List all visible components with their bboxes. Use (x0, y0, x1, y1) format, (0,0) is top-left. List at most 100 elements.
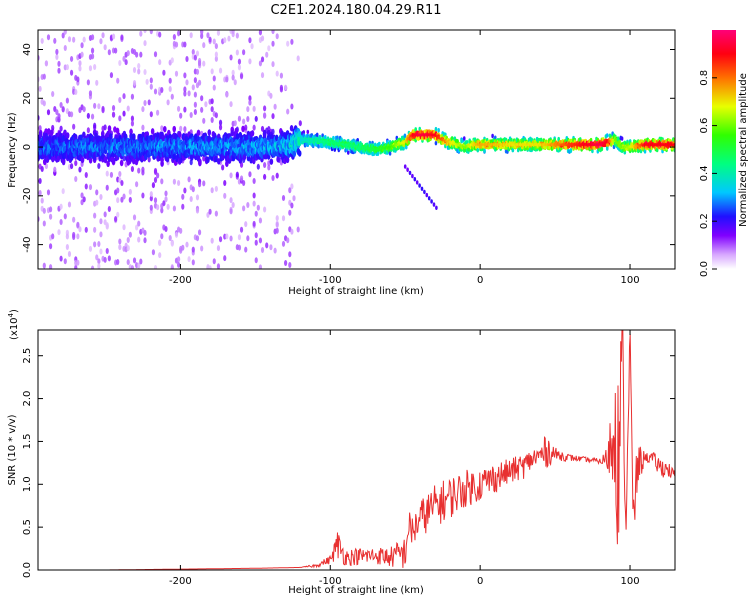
spectrogram-cell (115, 127, 120, 135)
spectrogram-cell (79, 134, 83, 141)
spectrogram-cell (284, 260, 288, 267)
spectrogram-cell (158, 59, 162, 66)
spectrogram-cell (106, 160, 110, 168)
spectrogram-x-ticks: -200 -100 0 100 (169, 30, 640, 286)
spectrogram-cell (99, 231, 103, 238)
spectrogram-cell (107, 49, 111, 56)
spectrogram-cell (402, 146, 405, 151)
spectrogram-cell (462, 136, 466, 141)
spectrogram-cell (218, 67, 223, 74)
spectrogram-cell (207, 129, 212, 136)
spectrogram-cell (193, 108, 197, 115)
spectrogram-cell (74, 89, 78, 96)
spectrogram-cell (239, 73, 244, 80)
spectrogram-cell (290, 103, 294, 110)
spectrogram-cell (48, 206, 53, 213)
x-tick-label: -200 (169, 576, 192, 587)
spectrogram-cell (72, 231, 76, 238)
spectrogram-cell (212, 258, 216, 265)
spectrogram-cell (202, 155, 206, 162)
spectrogram-cell (78, 60, 82, 67)
spectrogram-cell (145, 78, 149, 85)
spectrogram-cell (156, 109, 160, 116)
spectrogram-cell (153, 197, 158, 204)
spectrogram-cell (105, 247, 109, 254)
spectrogram-cell (264, 137, 268, 145)
spectrogram-cell (141, 131, 146, 139)
spectrogram-cell (191, 186, 195, 193)
spectrogram-cell (210, 106, 214, 113)
spectrogram-cell (126, 237, 130, 244)
spectrogram-cell (191, 259, 195, 266)
spectrogram-cell (187, 176, 191, 183)
spectrogram-cell (172, 205, 176, 212)
spectrogram-cell (288, 251, 292, 258)
spectrogram-cell (149, 111, 153, 118)
spectrogram-cell (103, 156, 108, 163)
spectrogram-cell (56, 155, 61, 163)
spectrogram-cell (55, 48, 59, 55)
spectrogram-cell (600, 146, 604, 152)
spectrogram-cell (242, 49, 246, 56)
spectrogram-cell (44, 128, 48, 135)
spectrogram-cell (237, 64, 242, 71)
spectrogram-cell (244, 246, 248, 253)
spectrogram-cell (246, 235, 250, 242)
spectrogram-cell (120, 34, 124, 41)
spectrogram-cell (90, 53, 95, 60)
spectrogram-cell (120, 196, 124, 203)
y-tick-label: 40 (22, 43, 33, 56)
spectrogram-cell (99, 38, 103, 45)
spectrogram-cell (292, 150, 297, 158)
spectrogram-cell (80, 42, 84, 49)
spectrogram-cell (111, 157, 116, 164)
spectrogram-cell (90, 34, 95, 41)
y-tick-label: -20 (22, 188, 33, 204)
spectrogram-cell (106, 130, 110, 138)
spectrogram-cell (275, 172, 279, 179)
spectrogram-cell (153, 51, 158, 58)
spectrogram-cell (408, 170, 412, 176)
spectrogram-cell (235, 171, 239, 178)
spectrogram-cell (493, 135, 497, 140)
spectrogram-cell (122, 93, 126, 100)
spectrogram-cell (42, 207, 46, 214)
colorbar-label: Normalized spectral amplitude (738, 73, 749, 227)
spectrogram-cell (315, 132, 319, 138)
spectrogram-cell (176, 261, 181, 268)
spectrogram-cell (93, 122, 97, 129)
spectrogram-cell (242, 205, 246, 212)
spectrogram-cell (248, 37, 252, 44)
spectrogram-cell (126, 259, 130, 266)
spectrogram-cell (131, 158, 136, 165)
spectrogram-cell (165, 156, 170, 163)
spectrogram-cell (57, 229, 61, 236)
spectrogram-cell (200, 95, 204, 102)
snr-y-scale-close: ) (9, 309, 20, 313)
spectrogram-cell (185, 79, 189, 86)
spectrogram-cell (302, 130, 306, 135)
spectrogram-cell (137, 68, 141, 75)
snr-line-layer (38, 330, 675, 570)
spectrogram-cell (248, 171, 252, 178)
spectrogram-cell (214, 185, 218, 192)
snr-y-ticks: 0.00.51.01.52.02.5 (22, 348, 675, 578)
spectrogram-cell (93, 212, 97, 219)
y-tick-label: 20 (22, 92, 33, 105)
spectrogram-cell (376, 151, 380, 157)
spectrogram-y-label: Frequency (Hz) (7, 112, 18, 188)
spectrogram-cell (318, 135, 322, 141)
spectrogram-cell (143, 40, 147, 47)
spectrogram-cell (38, 125, 42, 132)
spectrogram-cell (103, 124, 107, 131)
spectrogram-cell (216, 158, 221, 165)
spectrogram-cell (149, 30, 153, 35)
spectrogram-cell (589, 137, 593, 143)
spectrogram-cell (42, 100, 46, 107)
spectrogram-cell (48, 213, 53, 220)
spectrogram-cell (210, 116, 214, 123)
spectrogram-cell (86, 127, 90, 134)
spectrogram-cell (267, 164, 271, 171)
spectrogram-cell (183, 126, 187, 133)
